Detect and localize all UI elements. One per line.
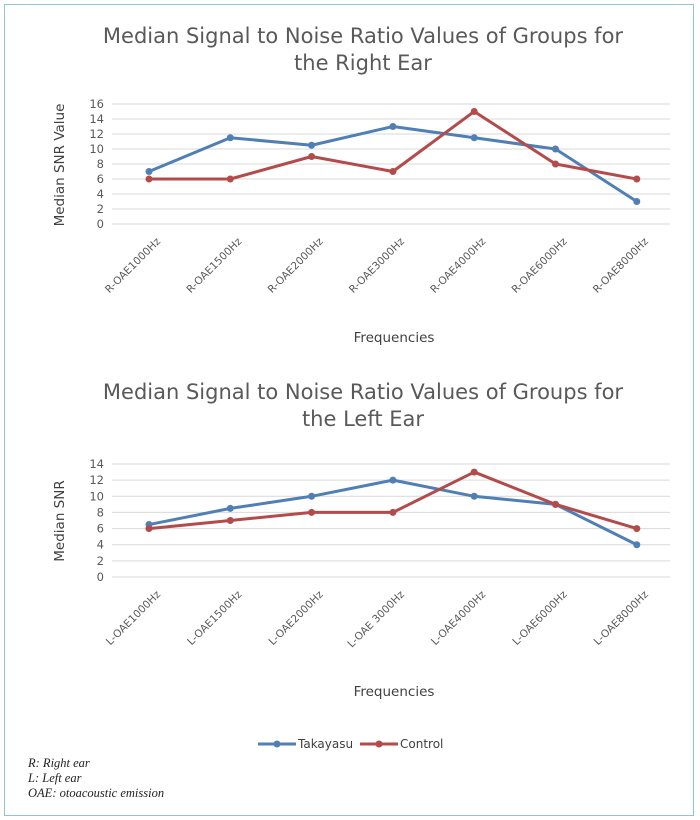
figure-frame bbox=[4, 4, 694, 816]
note-text: : otoacoustic emission bbox=[52, 786, 165, 800]
y-tick-labels: 0 2 4 6 8 10 12 14 bbox=[89, 457, 104, 584]
data-point-control bbox=[633, 525, 641, 533]
data-point-takayasu bbox=[389, 476, 397, 484]
x-axis-label: Frequencies bbox=[354, 684, 435, 700]
note-abbr: R bbox=[28, 756, 36, 770]
y-gridlines bbox=[112, 103, 670, 225]
data-point-takayasu bbox=[226, 504, 234, 512]
y-tick-label: 2 bbox=[97, 202, 104, 216]
y-tick-label: 14 bbox=[89, 457, 104, 471]
x-tick-label: R-OAE2000Hz bbox=[266, 235, 326, 295]
legend-marker-control bbox=[375, 740, 383, 748]
chart-title-line-2: the Right Ear bbox=[294, 51, 432, 75]
y-tick-label: 4 bbox=[97, 538, 104, 552]
data-point-takayasu bbox=[633, 198, 641, 205]
data-point-control bbox=[226, 517, 234, 524]
data-point-takayasu bbox=[308, 141, 316, 149]
x-tick-labels: L-OAE1000Hz L-OAE1500Hz L-OAE2000Hz L-OAE 3… bbox=[104, 588, 651, 650]
x-tick-label: R-OAE8000Hz bbox=[591, 235, 651, 295]
y-tick-label: 2 bbox=[97, 554, 104, 568]
note-abbr: OAE bbox=[28, 786, 53, 800]
note-text: : Right ear bbox=[35, 756, 90, 770]
data-point-control bbox=[389, 508, 397, 516]
y-tick-label: 14 bbox=[89, 112, 104, 126]
abbreviation-notes: R: Right ear L: Left ear OAE: otoacousti… bbox=[28, 756, 164, 801]
y-tick-label: 0 bbox=[97, 570, 104, 584]
note-text: : Left ear bbox=[34, 771, 82, 785]
x-tick-label: R-OAE1000Hz bbox=[103, 235, 163, 295]
data-point-control bbox=[308, 153, 316, 160]
x-tick-label: L-OAE1000Hz bbox=[104, 588, 164, 648]
note-right-ear: R: Right ear bbox=[28, 756, 164, 771]
y-tick-label: 12 bbox=[89, 127, 104, 141]
legend-label-takayasu: Takayasu bbox=[297, 737, 353, 751]
data-point-control bbox=[389, 168, 397, 175]
chart-title-line-2: the Left Ear bbox=[302, 407, 424, 431]
data-point-control bbox=[552, 160, 559, 168]
legend: Takayasu Control bbox=[258, 737, 443, 751]
y-tick-label: 6 bbox=[97, 522, 104, 536]
data-point-takayasu bbox=[308, 492, 316, 500]
y-tick-label: 8 bbox=[97, 157, 104, 171]
y-tick-label: 12 bbox=[89, 473, 104, 487]
y-tick-label: 16 bbox=[89, 97, 104, 111]
data-point-control bbox=[308, 508, 316, 516]
legend-marker-takayasu bbox=[273, 740, 281, 748]
x-tick-label: R-OAE6000Hz bbox=[510, 235, 570, 295]
data-point-control bbox=[552, 500, 559, 508]
y-tick-label: 0 bbox=[97, 217, 104, 231]
x-tick-label: L-OAE2000Hz bbox=[266, 588, 326, 648]
data-point-takayasu bbox=[226, 134, 234, 142]
y-axis-label: Median SNR Value bbox=[52, 104, 68, 227]
series-lines bbox=[145, 108, 641, 205]
chart-right-ear: Median Signal to Noise Ratio Values of G… bbox=[52, 24, 670, 346]
series-lines bbox=[145, 468, 641, 549]
data-point-takayasu bbox=[633, 541, 641, 549]
note-abbr: L bbox=[28, 771, 35, 785]
data-point-control bbox=[633, 175, 641, 183]
x-axis-label: Frequencies bbox=[354, 330, 435, 346]
x-tick-label: L-OAE6000Hz bbox=[510, 588, 570, 648]
chart-left-ear: Median Signal to Noise Ratio Values of G… bbox=[52, 380, 670, 700]
x-tick-label: L-OAE1500Hz bbox=[185, 588, 245, 648]
y-tick-label: 6 bbox=[97, 172, 104, 186]
note-oae: OAE: otoacoustic emission bbox=[28, 786, 164, 801]
data-point-control bbox=[145, 525, 153, 533]
y-axis-label: Median SNR bbox=[52, 480, 68, 561]
y-tick-label: 10 bbox=[89, 489, 104, 503]
y-tick-label: 4 bbox=[97, 187, 104, 201]
data-point-takayasu bbox=[470, 492, 478, 500]
x-tick-labels: R-OAE1000Hz R-OAE1500Hz R-OAE2000Hz R-OAE30… bbox=[103, 235, 651, 295]
chart-title-line-1: Median Signal to Noise Ratio Values of G… bbox=[103, 380, 624, 404]
x-tick-label: R-OAE1500Hz bbox=[184, 235, 244, 295]
x-tick-label: L-OAE8000Hz bbox=[592, 588, 652, 648]
data-point-control bbox=[226, 175, 234, 183]
y-tick-label: 8 bbox=[97, 505, 104, 519]
data-point-takayasu bbox=[145, 168, 153, 175]
x-tick-label: L-OAE4000Hz bbox=[429, 588, 489, 648]
data-point-takayasu bbox=[389, 123, 397, 130]
data-point-control bbox=[470, 468, 478, 476]
data-point-takayasu bbox=[552, 145, 559, 153]
x-tick-label: R-OAE3000Hz bbox=[347, 235, 407, 295]
data-point-control bbox=[145, 175, 153, 183]
note-left-ear: L: Left ear bbox=[28, 771, 164, 786]
legend-label-control: Control bbox=[400, 737, 443, 751]
x-tick-label: L-OAE 3000Hz bbox=[345, 588, 407, 650]
chart-title-line-1: Median Signal to Noise Ratio Values of G… bbox=[103, 24, 624, 48]
data-point-control bbox=[470, 108, 478, 115]
data-point-takayasu bbox=[470, 134, 478, 142]
x-tick-label: R-OAE4000Hz bbox=[428, 235, 488, 295]
y-tick-label: 10 bbox=[89, 142, 104, 156]
